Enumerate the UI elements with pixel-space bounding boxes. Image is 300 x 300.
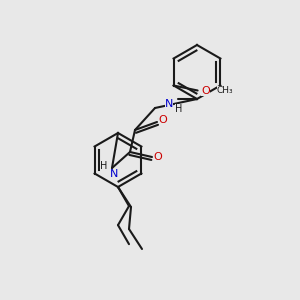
Text: H: H — [100, 161, 108, 171]
Text: O: O — [159, 115, 167, 125]
Text: O: O — [201, 85, 210, 95]
Text: H: H — [175, 104, 183, 114]
Text: N: N — [165, 99, 173, 109]
Text: O: O — [154, 152, 162, 162]
Text: N: N — [110, 169, 118, 179]
Text: CH₃: CH₃ — [217, 86, 233, 95]
